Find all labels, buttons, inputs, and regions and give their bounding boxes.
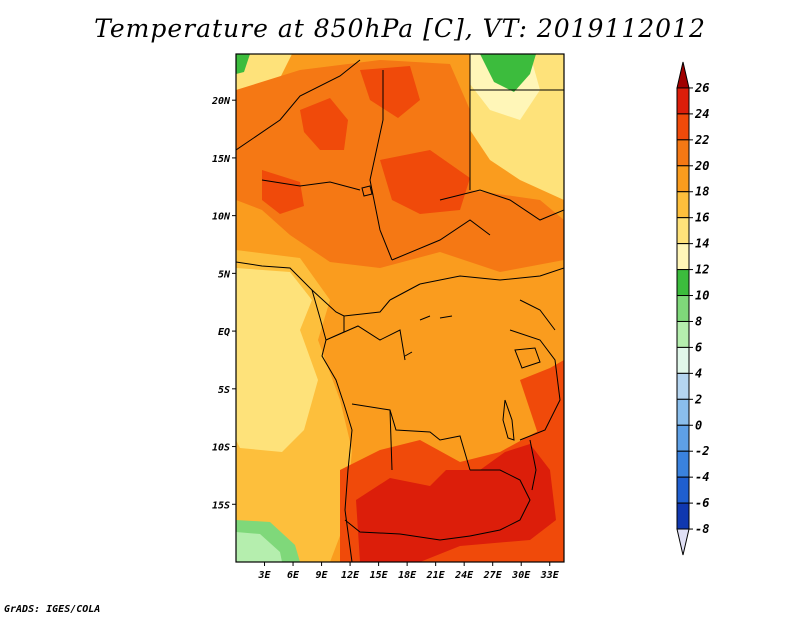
lat-label: 5S bbox=[218, 385, 230, 396]
colorbar-label: -4 bbox=[695, 470, 709, 484]
lon-label: 21E bbox=[426, 570, 446, 581]
coastline-west bbox=[236, 261, 353, 562]
colorbar-label: 26 bbox=[694, 81, 709, 95]
lon-label: 3E bbox=[257, 570, 271, 581]
lon-label: 9E bbox=[316, 570, 329, 581]
map-frame bbox=[235, 53, 565, 563]
credit-label: GrADS: IGES/COLA bbox=[4, 604, 101, 615]
lon-label: 18E bbox=[398, 570, 417, 581]
colorbar-swatch-15 bbox=[676, 476, 690, 504]
colorbar-bottom-arrow bbox=[676, 528, 690, 556]
lon-label: 15E bbox=[370, 570, 389, 581]
lon-label: 27E bbox=[483, 570, 503, 581]
lon-label: 30E bbox=[511, 570, 531, 581]
border-car-drc bbox=[389, 283, 421, 301]
lat-label: 15S bbox=[212, 500, 230, 511]
colorbar-label: 12 bbox=[695, 263, 709, 277]
border-ssudan-drc bbox=[419, 267, 564, 285]
north-hot-patch-2 bbox=[360, 66, 420, 118]
border-chad-east bbox=[369, 70, 393, 261]
colorbar-label: 24 bbox=[694, 107, 709, 121]
lon-label: 12E bbox=[341, 570, 360, 581]
colorbar-label: 8 bbox=[695, 314, 702, 328]
page-title: Temperature at 850hPa [C], VT: 201911201… bbox=[94, 14, 706, 43]
border-sudan-ssudan bbox=[439, 189, 564, 221]
border-niger-nigeria bbox=[261, 179, 361, 191]
east-coast-warm bbox=[520, 360, 564, 440]
colorbar-label: 18 bbox=[695, 185, 709, 199]
lake-victoria bbox=[514, 347, 541, 369]
north-hot-patch-4 bbox=[262, 170, 304, 214]
colorbar-label: 10 bbox=[695, 289, 709, 303]
northwest-green-sliver bbox=[236, 54, 250, 74]
border-uganda-kenya bbox=[519, 299, 556, 331]
lat-label: 20N bbox=[211, 96, 231, 107]
colorbar-swatch-10 bbox=[676, 346, 690, 374]
border-angola-zambia bbox=[389, 409, 393, 471]
colorbar-label: -8 bbox=[695, 522, 709, 536]
colorbar-swatch-4 bbox=[676, 191, 690, 219]
northeast-green-patch bbox=[480, 54, 536, 92]
border-angola-namibia bbox=[344, 519, 471, 541]
colorbar-label: 4 bbox=[695, 366, 702, 380]
colorbar-label: -2 bbox=[695, 444, 709, 458]
colorbar-label: 16 bbox=[695, 211, 709, 225]
colorbar-swatch-2 bbox=[676, 139, 690, 167]
lake-tanganyika bbox=[502, 399, 515, 441]
border-tanzania bbox=[509, 329, 561, 441]
latitude-axis: 20N 15N 10N 5N EQ 5S 10S 15S bbox=[211, 96, 236, 511]
congo-river-marks bbox=[404, 315, 453, 357]
lake-malawi bbox=[529, 439, 537, 491]
colorbar-label: -6 bbox=[695, 496, 709, 510]
colorbar-swatch-13 bbox=[676, 424, 690, 452]
boundaries bbox=[236, 54, 564, 562]
lat-label: 15N bbox=[212, 154, 231, 165]
colorbar-swatch-11 bbox=[676, 372, 690, 400]
lat-label: 10S bbox=[212, 443, 230, 454]
colorbar-label: 2 bbox=[694, 392, 702, 406]
colorbar-label: 6 bbox=[695, 340, 702, 354]
colorbar-swatch-16 bbox=[676, 502, 690, 530]
colorbar-swatch-5 bbox=[676, 217, 690, 245]
border-mali-niger bbox=[236, 59, 361, 151]
lat-label: EQ bbox=[218, 327, 230, 338]
lon-label: 24E bbox=[454, 570, 474, 581]
border-gabon-congo bbox=[325, 316, 406, 361]
gulf-of-guinea-band bbox=[236, 268, 318, 452]
temperature-map bbox=[236, 54, 564, 562]
colorbar-label: 20 bbox=[694, 159, 709, 173]
colorbar-swatch-6 bbox=[676, 243, 690, 271]
lon-label: 33E bbox=[540, 570, 560, 581]
colorbar-swatch-14 bbox=[676, 450, 690, 478]
colorbar-label: 14 bbox=[695, 237, 709, 251]
southwest-lightgreen bbox=[236, 532, 282, 562]
border-chad-car bbox=[391, 219, 491, 261]
colorbar-label: 22 bbox=[694, 133, 709, 147]
colorbar-swatch-7 bbox=[676, 269, 690, 297]
colorbar-top-arrow bbox=[676, 61, 690, 89]
lat-label: 10N bbox=[212, 212, 231, 223]
colorbar-swatch-1 bbox=[676, 113, 690, 141]
colorbar-swatch-3 bbox=[676, 165, 690, 193]
lake-chad bbox=[361, 185, 373, 197]
colorbar-swatch-8 bbox=[676, 295, 690, 322]
colorbar-swatch-9 bbox=[676, 320, 690, 348]
colorbar-swatch-12 bbox=[676, 398, 690, 426]
north-hot-patch-1 bbox=[300, 98, 348, 150]
lat-label: 5N bbox=[218, 269, 231, 280]
longitude-axis: 3E 6E 9E 12E 15E 18E 21E 24E 27E 30E 33E bbox=[257, 562, 560, 581]
lon-label: 6E bbox=[287, 570, 300, 581]
border-zambia-zim bbox=[469, 469, 531, 537]
colorbar-swatch-0 bbox=[676, 87, 690, 115]
colorbar-label: 0 bbox=[695, 418, 702, 432]
